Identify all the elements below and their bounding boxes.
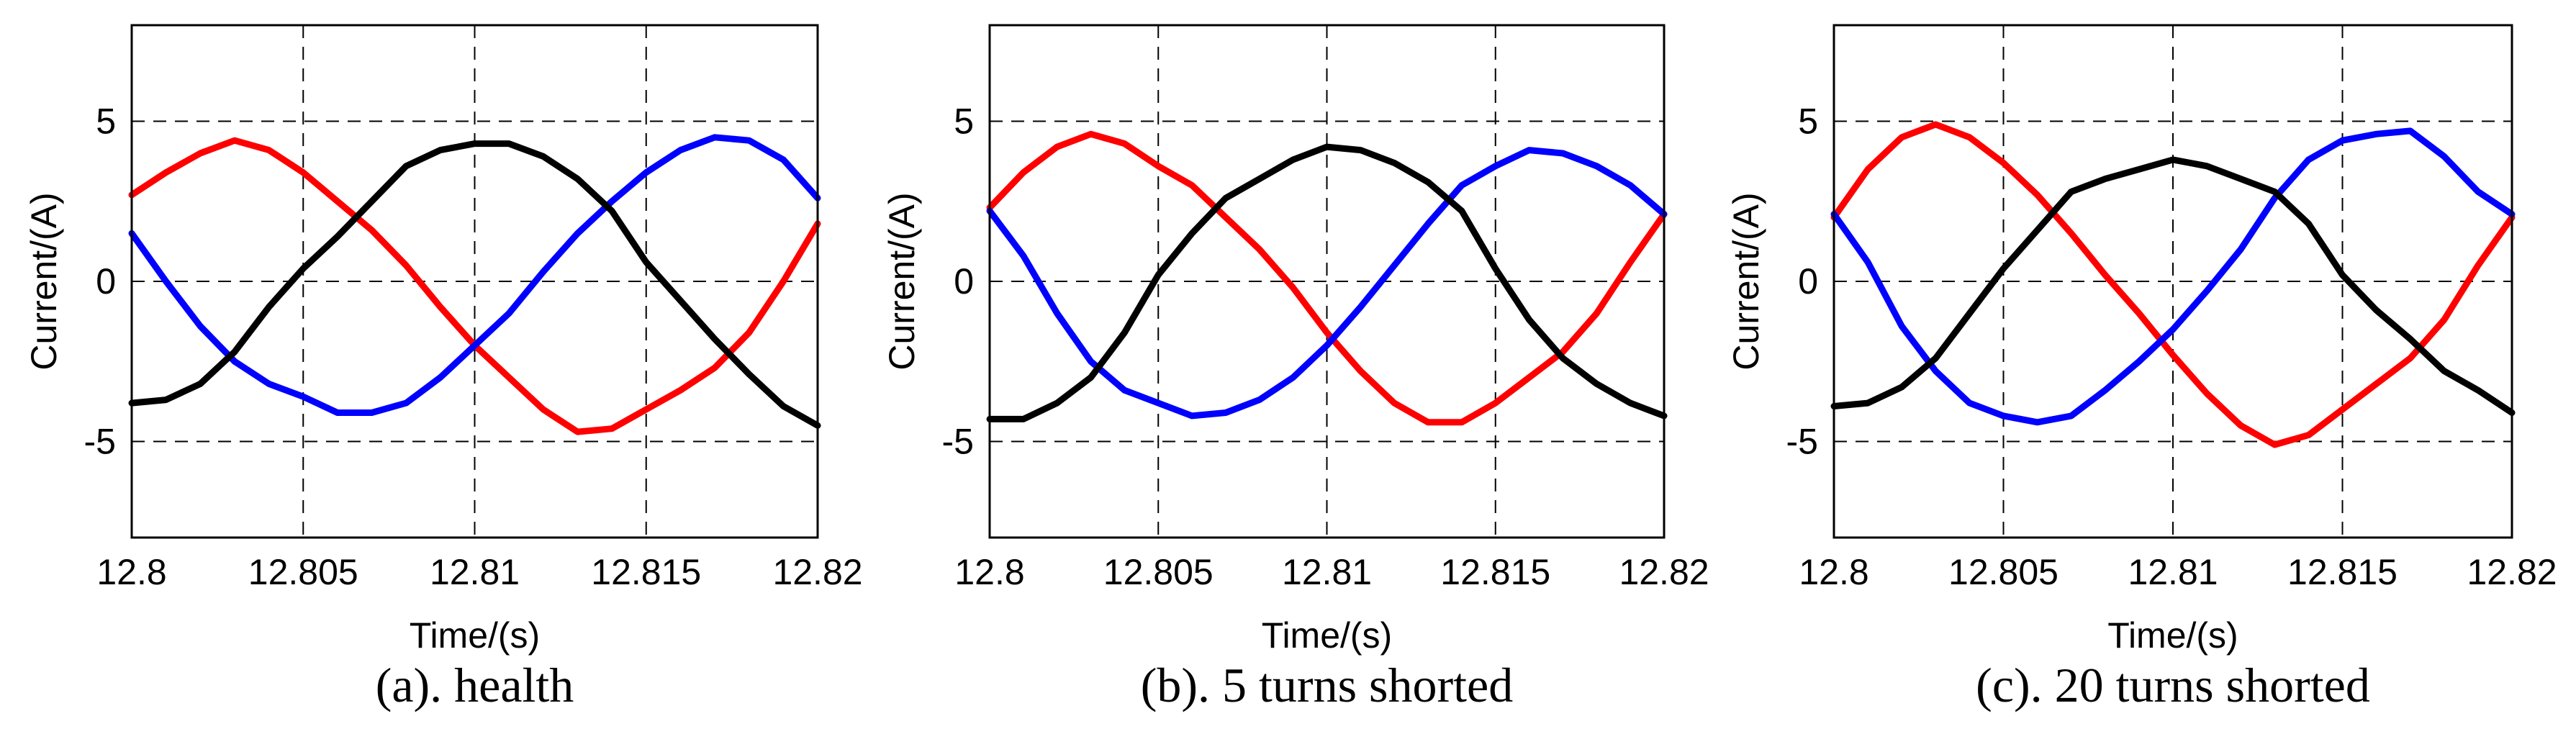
series-line-blue-c: [1830, 127, 2516, 426]
y-tick-label-a-2: 5: [96, 101, 116, 142]
series-line-blue-b: [986, 147, 1668, 420]
y-tick-labels-a: -5 0 5: [84, 101, 116, 462]
y-tick-labels-b: -5 0 5: [942, 101, 974, 462]
chart-panel-a: -5 0 5 12.8 12.805 12.81 12.815 12.82 Current/…: [24, 24, 863, 712]
x-axis-label-c: Time/(s): [2107, 615, 2238, 656]
y-tick-label-a-0: -5: [84, 422, 116, 462]
chart-panel-c: -5 0 5 12.8 12.805 12.81 12.815 12.82 Current/…: [1726, 24, 2557, 712]
y-tick-label-b-0: -5: [942, 422, 974, 462]
series-line-blue-a: [128, 134, 821, 416]
x-tick-label-a-4: 12.82: [772, 552, 862, 592]
x-tick-label-a-0: 12.8: [96, 552, 166, 592]
series-group-b: [986, 130, 1668, 426]
x-tick-labels-c: 12.8 12.805 12.81 12.815 12.82: [1799, 552, 2557, 592]
plot-frame-b: [988, 24, 1666, 539]
grid-b: [990, 25, 1664, 538]
x-tick-label-b-3: 12.815: [1440, 552, 1550, 592]
grid-c: [1834, 25, 2512, 538]
plot-frame-a: [130, 24, 819, 539]
series-line-black-a: [128, 140, 821, 429]
caption-c: (c). 20 turns shorted: [1976, 658, 2370, 712]
series-line-black-c: [1830, 156, 2516, 416]
series-group-a: [128, 134, 821, 435]
y-tick-label-c-1: 0: [1798, 261, 1818, 302]
x-tick-label-c-3: 12.815: [2287, 552, 2398, 592]
caption-a: (a). health: [376, 658, 574, 712]
y-axis-label-a: Current/(A): [24, 192, 64, 370]
x-tick-label-c-2: 12.81: [2128, 552, 2218, 592]
series-line-red-b: [986, 130, 1668, 426]
x-axis-label-a: Time/(s): [410, 615, 540, 656]
y-axis-label-b: Current/(A): [882, 192, 922, 370]
y-tick-label-c-0: -5: [1786, 422, 1818, 462]
y-tick-label-b-1: 0: [954, 261, 974, 302]
x-tick-label-c-1: 12.805: [1948, 552, 2058, 592]
y-tick-label-c-2: 5: [1798, 101, 1818, 142]
chart-panel-b: -5 0 5 12.8 12.805 12.81 12.815 12.82 Current/…: [882, 24, 1709, 712]
x-tick-labels-a: 12.8 12.805 12.81 12.815 12.82: [96, 552, 862, 592]
x-tick-label-b-4: 12.82: [1619, 552, 1709, 592]
x-tick-label-b-1: 12.805: [1103, 552, 1214, 592]
y-tick-label-a-1: 0: [96, 261, 116, 302]
x-tick-label-b-0: 12.8: [954, 552, 1024, 592]
x-tick-labels-b: 12.8 12.805 12.81 12.815 12.82: [954, 552, 1709, 592]
x-tick-label-c-4: 12.82: [2467, 552, 2557, 592]
series-line-black-b: [986, 143, 1668, 422]
series-group-c: [1830, 121, 2516, 448]
grid-a: [132, 25, 818, 538]
x-axis-label-b: Time/(s): [1262, 615, 1392, 656]
y-tick-labels-c: -5 0 5: [1786, 101, 1818, 462]
caption-b: (b). 5 turns shorted: [1141, 658, 1513, 712]
y-tick-label-b-2: 5: [954, 101, 974, 142]
x-tick-label-a-2: 12.81: [430, 552, 520, 592]
series-line-red-c: [1830, 121, 2516, 448]
x-tick-label-c-0: 12.8: [1799, 552, 1868, 592]
y-axis-label-c: Current/(A): [1726, 192, 1766, 370]
x-tick-label-a-1: 12.805: [248, 552, 358, 592]
x-tick-label-b-2: 12.81: [1282, 552, 1372, 592]
plot-frame-c: [1832, 24, 2513, 539]
x-tick-label-a-3: 12.815: [591, 552, 701, 592]
